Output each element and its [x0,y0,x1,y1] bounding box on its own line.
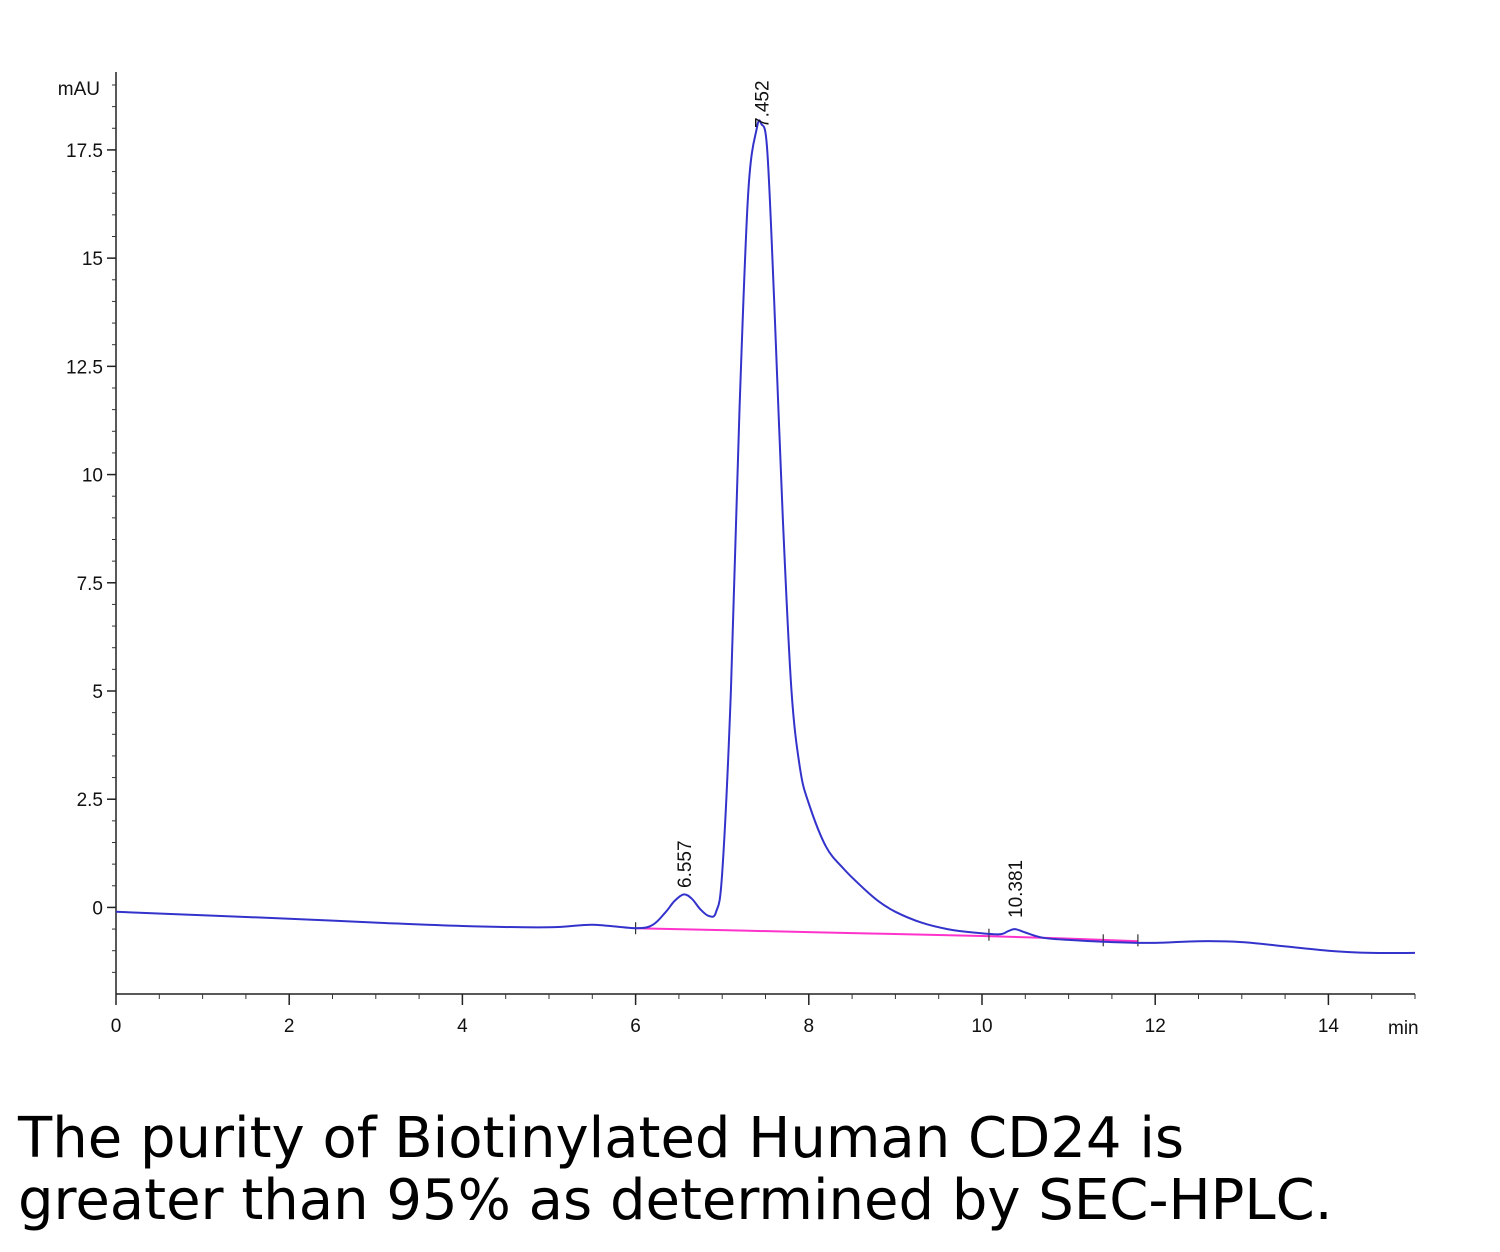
peak-labels: 6.557 7.452 10.381 [675,80,1027,918]
peak-label: 7.452 [752,80,773,128]
caption-line-2: greater than 95% as determined by SEC-HP… [18,1168,1333,1233]
peak-label: 6.557 [675,840,696,888]
y-tick-label: 15 [82,249,103,270]
x-tick-label: 8 [804,1016,815,1037]
y-tick-label: 5 [92,682,103,703]
x-tick-label: 12 [1145,1016,1166,1037]
baseline-line [635,927,1138,943]
chromatogram-trace [115,119,1416,955]
x-tick-label: 2 [284,1016,295,1037]
x-tick-label: 14 [1318,1016,1340,1037]
y-axis-unit: mAU [58,79,100,100]
y-tick-label: 10 [82,466,103,487]
figure-caption: The purity of Biotinylated Human CD24 is… [18,1108,1478,1232]
y-tick-label: 2.5 [77,790,103,811]
x-tick-label: 6 [630,1016,641,1037]
x-tick-label: 4 [457,1016,468,1037]
x-axis-unit: min [1388,1018,1419,1039]
trace-line [115,119,1416,955]
x-tick-label: 10 [971,1016,992,1037]
y-tick-label: 7.5 [77,574,103,595]
y-tick-label: 0 [92,898,103,919]
y-tick-label: 17.5 [66,141,103,162]
caption-line-1: The purity of Biotinylated Human CD24 is [18,1106,1185,1171]
y-tick-label: 12.5 [66,357,103,378]
peak-label: 10.381 [1006,860,1027,918]
chart-axes: 0 2.5 5 7.5 10 12.5 15 17.5 mAU 0 2 4 6 8 10 12 14 min [58,72,1419,1039]
x-tick-label: 0 [111,1016,122,1037]
chromatogram-chart: 0 2.5 5 7.5 10 12.5 15 17.5 mAU 0 2 4 6 8 10 12 14 min 6.… [58,72,1419,1039]
integration-baseline [634,922,1139,947]
